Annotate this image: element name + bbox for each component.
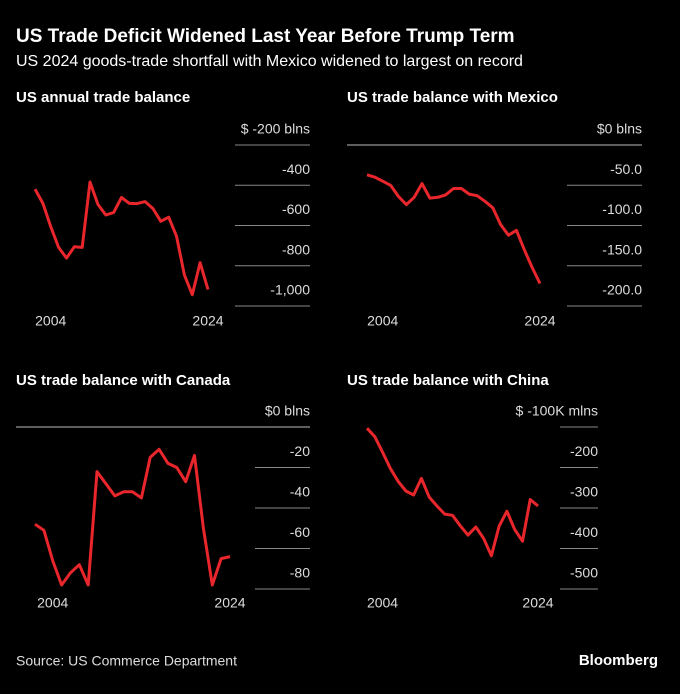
- x-tick-label: 2024: [214, 595, 245, 611]
- y-tick-label: -1,000: [270, 282, 310, 298]
- y-tick-label: -50.0: [610, 161, 642, 177]
- y-tick-label: -150.0: [602, 241, 642, 257]
- panel-title: US annual trade balance: [16, 89, 190, 106]
- y-tick-label: $0 blns: [597, 121, 642, 137]
- y-tick-label: -400: [570, 524, 598, 540]
- y-tick-label: -800: [282, 241, 310, 257]
- y-tick-label: -60: [290, 524, 310, 540]
- y-tick-label: -600: [282, 201, 310, 217]
- panel-title: US trade balance with Mexico: [347, 89, 558, 106]
- y-tick-label: -300: [570, 484, 598, 500]
- y-tick-label: $ -200 blns: [241, 121, 310, 137]
- x-tick-label: 2004: [367, 595, 398, 611]
- x-tick-label: 2024: [524, 313, 555, 329]
- panel-title: US trade balance with China: [347, 372, 549, 389]
- line-series: [33, 180, 210, 297]
- x-tick-label: 2004: [37, 595, 68, 611]
- line-series: [34, 447, 231, 587]
- x-tick-label: 2004: [35, 313, 66, 329]
- x-tick-label: 2004: [367, 313, 398, 329]
- y-tick-label: -20: [290, 443, 310, 459]
- brand: Bloomberg: [579, 652, 658, 669]
- y-tick-label: -200.0: [602, 282, 642, 298]
- y-tick-label: $ -100K mlns: [516, 403, 598, 419]
- y-tick-label: -200: [570, 443, 598, 459]
- line-series: [366, 173, 542, 285]
- panel-title: US trade balance with Canada: [16, 372, 231, 389]
- chart-subtitle: US 2024 goods-trade shortfall with Mexic…: [16, 53, 523, 70]
- source: Source: US Commerce Department: [16, 653, 237, 669]
- line-series: [365, 427, 539, 558]
- y-tick-label: -100.0: [602, 201, 642, 217]
- y-tick-label: -400: [282, 161, 310, 177]
- x-tick-label: 2024: [192, 313, 223, 329]
- y-tick-label: -80: [290, 565, 310, 581]
- y-tick-label: $0 blns: [265, 403, 310, 419]
- y-tick-label: -40: [290, 484, 310, 500]
- y-tick-label: -500: [570, 565, 598, 581]
- chart-title: US Trade Deficit Widened Last Year Befor…: [16, 26, 515, 47]
- x-tick-label: 2024: [522, 595, 553, 611]
